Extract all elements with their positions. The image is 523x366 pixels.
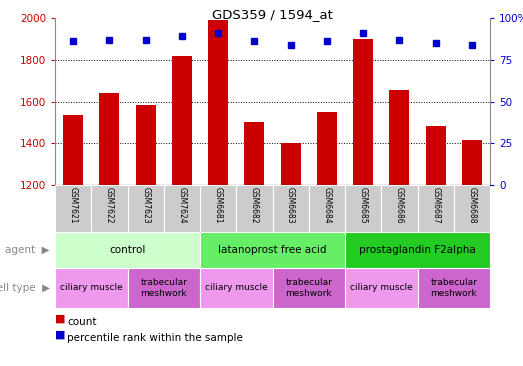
Bar xyxy=(309,185,345,232)
Text: trabecular
meshwork: trabecular meshwork xyxy=(140,278,187,298)
Bar xyxy=(353,39,373,185)
Bar xyxy=(200,268,272,308)
Bar xyxy=(462,140,482,185)
Bar xyxy=(55,268,128,308)
Bar xyxy=(208,20,228,185)
Text: GSM7624: GSM7624 xyxy=(177,187,186,224)
Text: GSM6686: GSM6686 xyxy=(395,187,404,224)
Text: trabecular
meshwork: trabecular meshwork xyxy=(430,278,477,298)
Text: GSM7621: GSM7621 xyxy=(69,187,77,224)
Bar xyxy=(381,185,417,232)
Text: GSM6685: GSM6685 xyxy=(359,187,368,224)
Bar xyxy=(454,185,490,232)
Bar xyxy=(345,232,490,268)
Text: GSM7622: GSM7622 xyxy=(105,187,114,224)
Text: GSM6683: GSM6683 xyxy=(286,187,295,224)
Text: ■: ■ xyxy=(55,314,65,324)
Text: GSM6682: GSM6682 xyxy=(250,187,259,224)
Bar xyxy=(272,268,345,308)
Bar xyxy=(200,185,236,232)
Bar xyxy=(390,90,410,185)
Text: GSM6681: GSM6681 xyxy=(213,187,223,224)
Bar xyxy=(128,185,164,232)
Bar xyxy=(426,126,446,185)
Text: GDS359 / 1594_at: GDS359 / 1594_at xyxy=(212,8,333,21)
Bar xyxy=(345,268,417,308)
Bar xyxy=(236,185,272,232)
Text: ciliary muscle: ciliary muscle xyxy=(350,284,413,292)
Text: GSM6687: GSM6687 xyxy=(431,187,440,224)
Text: GSM6684: GSM6684 xyxy=(322,187,332,224)
Bar xyxy=(63,115,83,185)
Text: prostaglandin F2alpha: prostaglandin F2alpha xyxy=(359,245,476,255)
Bar xyxy=(99,93,119,185)
Text: ciliary muscle: ciliary muscle xyxy=(60,284,122,292)
Bar xyxy=(345,185,381,232)
Text: cell type  ▶: cell type ▶ xyxy=(0,283,50,293)
Text: trabecular
meshwork: trabecular meshwork xyxy=(286,278,332,298)
Text: GSM7623: GSM7623 xyxy=(141,187,150,224)
Bar xyxy=(164,185,200,232)
Bar xyxy=(281,143,301,185)
Bar xyxy=(128,268,200,308)
Bar xyxy=(55,185,91,232)
Text: count: count xyxy=(67,317,97,327)
Bar xyxy=(172,56,192,185)
Text: latanoprost free acid: latanoprost free acid xyxy=(218,245,327,255)
Bar xyxy=(55,232,200,268)
Bar xyxy=(200,232,345,268)
Bar xyxy=(317,112,337,185)
Bar xyxy=(417,268,490,308)
Bar xyxy=(244,122,264,185)
Text: GSM6688: GSM6688 xyxy=(468,187,476,224)
Text: percentile rank within the sample: percentile rank within the sample xyxy=(67,333,243,343)
Text: control: control xyxy=(109,245,146,255)
Text: agent  ▶: agent ▶ xyxy=(5,245,50,255)
Bar xyxy=(91,185,128,232)
Bar xyxy=(272,185,309,232)
Text: ciliary muscle: ciliary muscle xyxy=(205,284,268,292)
Text: ■: ■ xyxy=(55,330,65,340)
Bar xyxy=(135,105,156,185)
Bar xyxy=(417,185,454,232)
